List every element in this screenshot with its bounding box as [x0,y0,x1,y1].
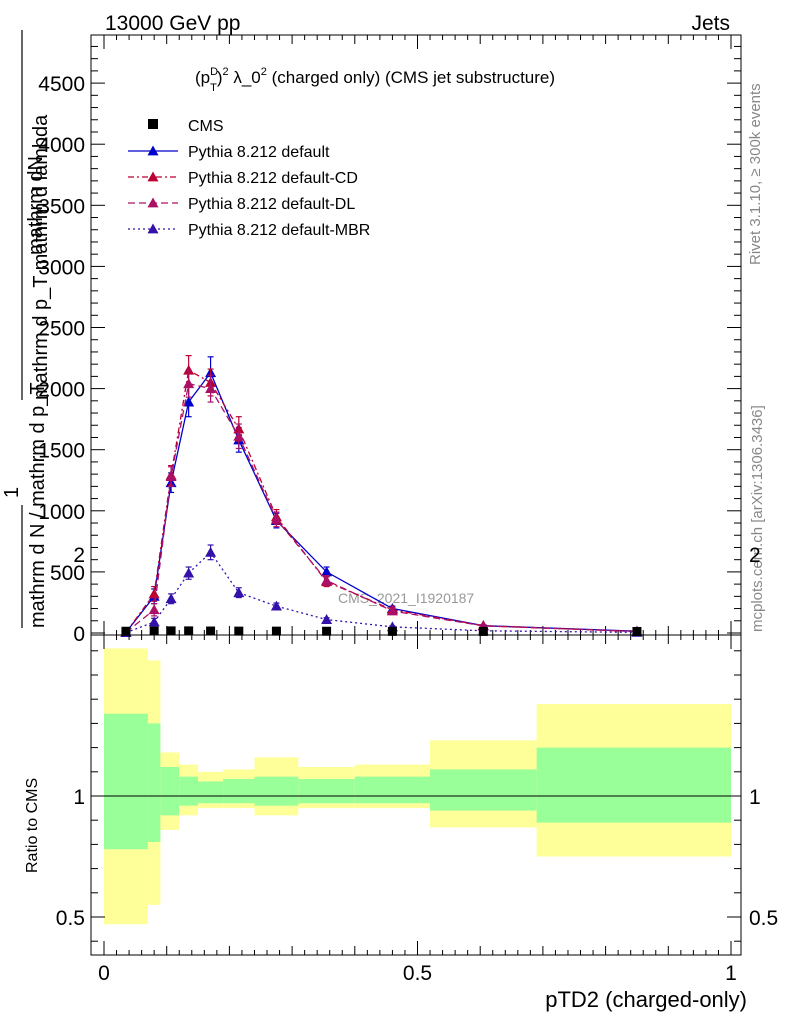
ratio-y-tick-label-right: 1 [749,786,761,809]
y-label-line-3: 1 [1,487,23,498]
ratio-y-tick-label: 1 [73,786,85,809]
data-point-triangle [321,614,333,624]
data-point-triangle [148,616,160,627]
header-right: Jets [691,12,730,35]
data-point-square [121,626,131,636]
x-tick-label: 0.5 [403,962,432,985]
data-point-triangle [386,605,398,616]
ratio-y-label: Ratio to CMS [24,778,41,873]
legend-label: CMS [188,118,224,135]
data-point-triangle [233,587,245,598]
ratio-inner-band [223,779,255,804]
y-tick-label: 500 [50,562,85,585]
upper-data [120,355,643,638]
data-point-triangle [148,604,160,615]
data-point-square [184,626,194,636]
ratio-inner-band [147,723,161,842]
y-label-line-2: mathrm d p_T mathrm d lambda [30,114,52,400]
data-point-triangle [183,567,195,578]
ratio-inner-band [160,766,180,816]
x-tick-labels: 0 0.5 1 [98,962,737,985]
legend-marker-triangle [147,197,159,208]
ratio-y-tick-labels: 0.5 0.5 1 1 2 2 [56,544,778,930]
data-point-square [322,626,332,636]
ratio-y-tick-label-right: 2 [749,544,761,567]
data-point-triangle [205,383,217,394]
upper-y-tick-labels: 0 500 1000 1500 2000 2500 3000 3500 4000 4500 [38,73,85,646]
y-tick-label: 3000 [38,256,85,279]
data-point-square [478,626,488,636]
x-tick-label: 0 [98,962,110,985]
data-point-triangle [148,588,160,599]
ratio-inner-band [430,769,537,811]
ratio-inner-band [298,779,355,804]
y-label-line-4: mathrm d N / mathrm d p_T [27,382,49,628]
chart-title: (pD T)2 λ_02 (charged only) (CMS jet subs… [195,66,555,94]
data-point-triangle [233,430,245,441]
legend-marker-triangle [147,223,159,234]
data-point-square [166,626,176,636]
legend-marker-triangle [147,145,159,156]
legend-marker-triangle [147,171,159,182]
y-tick-label: 2000 [38,379,85,402]
ratio-inner-band [536,747,731,823]
ratio-plot-frame [90,634,742,956]
header-left: 13000 GeV pp [105,12,240,35]
data-point-square [234,626,244,636]
data-point-square [206,626,216,636]
data-point-triangle [183,396,195,407]
data-point-square [149,626,159,636]
rivet-label: Rivet 3.1.10, ≥ 300k events [747,83,764,265]
data-point-triangle [165,471,177,481]
ratio-y-tick-label-right: 0.5 [749,907,778,930]
x-tick-label: 1 [725,962,737,985]
ratio-bands [104,648,731,925]
ratio-inner-band [179,776,199,806]
y-tick-label: 2500 [38,318,85,341]
data-point-triangle [205,546,217,557]
y-tick-label: 4500 [38,73,85,96]
y-tick-label: 4000 [38,134,85,157]
legend-marker-square [148,119,158,129]
data-point-square [632,626,642,636]
analysis-watermark: CMS_2021_I1920187 [338,590,474,606]
ratio-y-tick-label: 2 [73,544,85,567]
legend-label: Pythia 8.212 default-MBR [188,222,370,239]
legend: CMS Pythia 8.212 default Pythia 8.212 defa… [128,118,370,239]
data-point-triangle [165,593,177,604]
data-point-triangle [321,574,333,585]
y-axis-label-upper: mathrm dN mathrm d p_T mathrm d lambda 1… [1,30,52,628]
ratio-inner-band [104,713,148,850]
data-point-triangle [270,600,282,611]
y-tick-label: 0 [73,623,85,646]
y-label-line-1: mathrm dN [25,156,47,255]
ratio-ticks [91,635,741,955]
ratio-inner-band [354,776,431,804]
y-tick-label: 1500 [38,440,85,463]
y-tick-label: 1000 [38,501,85,524]
data-point-square [387,626,397,636]
ratio-inner-band [198,781,224,804]
legend-label: Pythia 8.212 default-DL [188,196,355,213]
legend-label: Pythia 8.212 default [188,144,330,161]
data-point-triangle [183,378,195,389]
ratio-y-tick-label: 0.5 [56,907,85,930]
ratio-inner-band [254,776,299,806]
upper-ticks [91,35,741,635]
data-point-triangle [270,513,282,524]
y-tick-label: 3500 [38,195,85,218]
data-point-square [271,626,281,636]
data-point-triangle [321,566,333,577]
mcplots-label: mcplots.cern.ch [arXiv:1306.3436] [749,405,766,632]
legend-label: Pythia 8.212 default-CD [188,170,358,187]
x-axis-label: pTD2 (charged-only) [545,987,747,1012]
